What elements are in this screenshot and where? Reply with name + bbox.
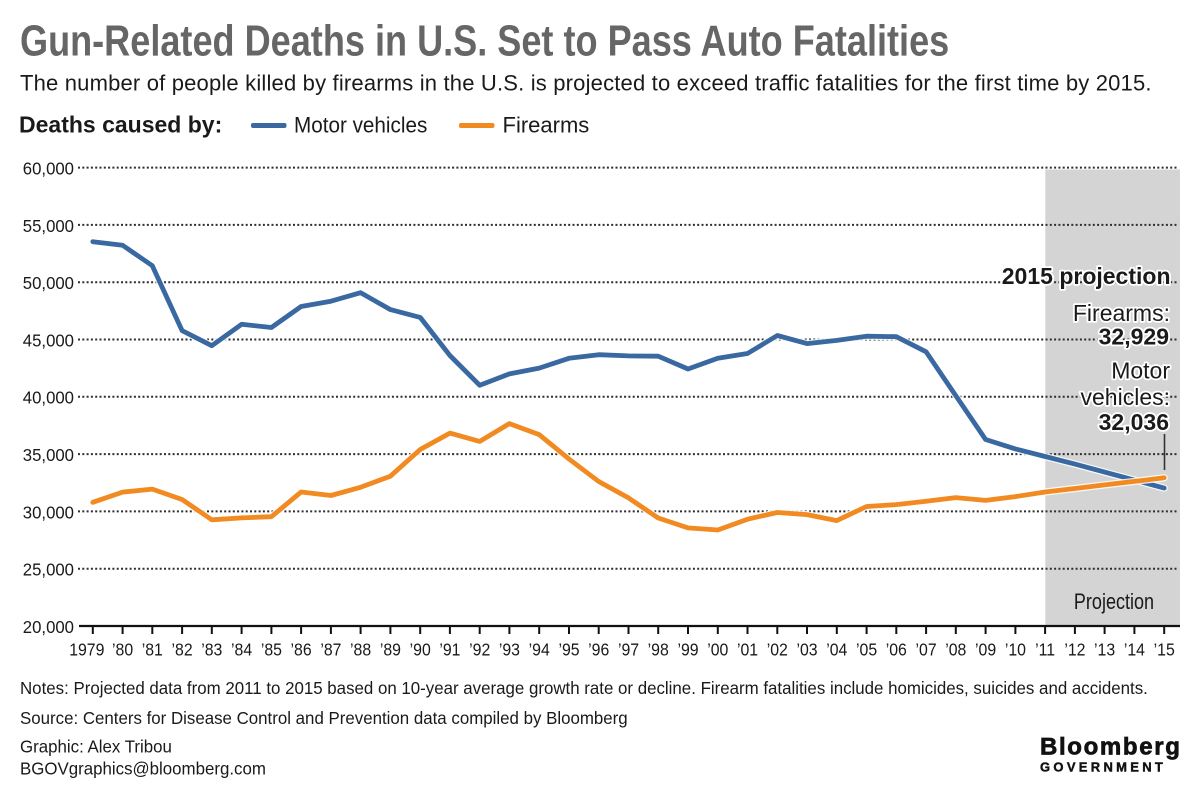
svg-text:’82: ’82 [172, 640, 193, 660]
svg-text:’97: ’97 [618, 640, 639, 660]
svg-text:’89: ’89 [380, 640, 401, 660]
svg-text:’80: ’80 [112, 640, 133, 660]
svg-text:’85: ’85 [261, 640, 282, 660]
svg-text:’04: ’04 [826, 640, 847, 660]
svg-text:Projection: Projection [1074, 590, 1154, 614]
svg-text:’84: ’84 [231, 640, 252, 660]
svg-text:’88: ’88 [350, 640, 371, 660]
svg-text:’09: ’09 [975, 640, 996, 660]
svg-text:The number of people killed by: The number of people killed by firearms … [20, 70, 1152, 95]
svg-text:’93: ’93 [499, 640, 520, 660]
svg-text:Firearms: Firearms [503, 113, 590, 138]
svg-text:Notes: Projected data from 201: Notes: Projected data from 2011 to 2015 … [20, 677, 1148, 698]
svg-text:32,036: 32,036 [1099, 409, 1169, 435]
svg-text:’02: ’02 [767, 640, 788, 660]
svg-text:’98: ’98 [648, 640, 669, 660]
svg-text:’01: ’01 [737, 640, 758, 660]
svg-text:’81: ’81 [142, 640, 163, 660]
svg-text:1979: 1979 [69, 640, 104, 660]
svg-text:45,000: 45,000 [23, 330, 74, 351]
svg-text:Motor: Motor [1111, 358, 1170, 384]
svg-text:50,000: 50,000 [23, 273, 74, 294]
svg-text:’83: ’83 [201, 640, 222, 660]
svg-text:30,000: 30,000 [23, 502, 74, 523]
svg-text:’12: ’12 [1064, 640, 1085, 660]
svg-text:’07: ’07 [916, 640, 937, 660]
svg-text:Bloomberg: Bloomberg [1040, 734, 1182, 761]
svg-text:Graphic: Alex Tribou: Graphic: Alex Tribou [20, 736, 172, 757]
svg-text:25,000: 25,000 [23, 559, 74, 580]
svg-text:’86: ’86 [291, 640, 312, 660]
svg-text:20,000: 20,000 [23, 616, 74, 637]
svg-text:’10: ’10 [1005, 640, 1026, 660]
svg-text:Motor vehicles: Motor vehicles [294, 113, 427, 138]
svg-text:2015 projection: 2015 projection [1002, 263, 1171, 289]
svg-text:40,000: 40,000 [23, 387, 74, 408]
svg-text:’99: ’99 [677, 640, 698, 660]
svg-text:’96: ’96 [588, 640, 609, 660]
svg-text:35,000: 35,000 [23, 444, 74, 465]
svg-text:’11: ’11 [1035, 640, 1055, 660]
svg-text:GOVERNMENT: GOVERNMENT [1040, 760, 1166, 775]
svg-text:’06: ’06 [886, 640, 907, 660]
svg-text:’94: ’94 [529, 640, 550, 660]
svg-text:’92: ’92 [469, 640, 490, 660]
svg-text:32,929: 32,929 [1099, 324, 1169, 350]
svg-text:’05: ’05 [856, 640, 877, 660]
svg-text:’13: ’13 [1094, 640, 1115, 660]
svg-text:’15: ’15 [1154, 640, 1175, 660]
svg-text:’00: ’00 [707, 640, 728, 660]
svg-text:55,000: 55,000 [23, 215, 74, 236]
svg-text:’95: ’95 [558, 640, 579, 660]
svg-text:Deaths caused by:: Deaths caused by: [19, 112, 222, 138]
svg-text:60,000: 60,000 [23, 158, 74, 179]
svg-text:’90: ’90 [410, 640, 431, 660]
svg-text:’08: ’08 [945, 640, 966, 660]
svg-text:’91: ’91 [439, 640, 460, 660]
svg-text:’03: ’03 [796, 640, 817, 660]
svg-text:’14: ’14 [1124, 640, 1145, 660]
svg-text:BGOVgraphics@bloomberg.com: BGOVgraphics@bloomberg.com [20, 758, 266, 779]
svg-text:Source: Centers for Disease Co: Source: Centers for Disease Control and … [20, 707, 628, 728]
svg-text:Gun-Related Deaths in U.S. Set: Gun-Related Deaths in U.S. Set to Pass A… [20, 16, 949, 65]
svg-text:Firearms:: Firearms: [1073, 300, 1170, 326]
svg-text:’87: ’87 [320, 640, 341, 660]
svg-text:vehicles:: vehicles: [1081, 384, 1170, 410]
